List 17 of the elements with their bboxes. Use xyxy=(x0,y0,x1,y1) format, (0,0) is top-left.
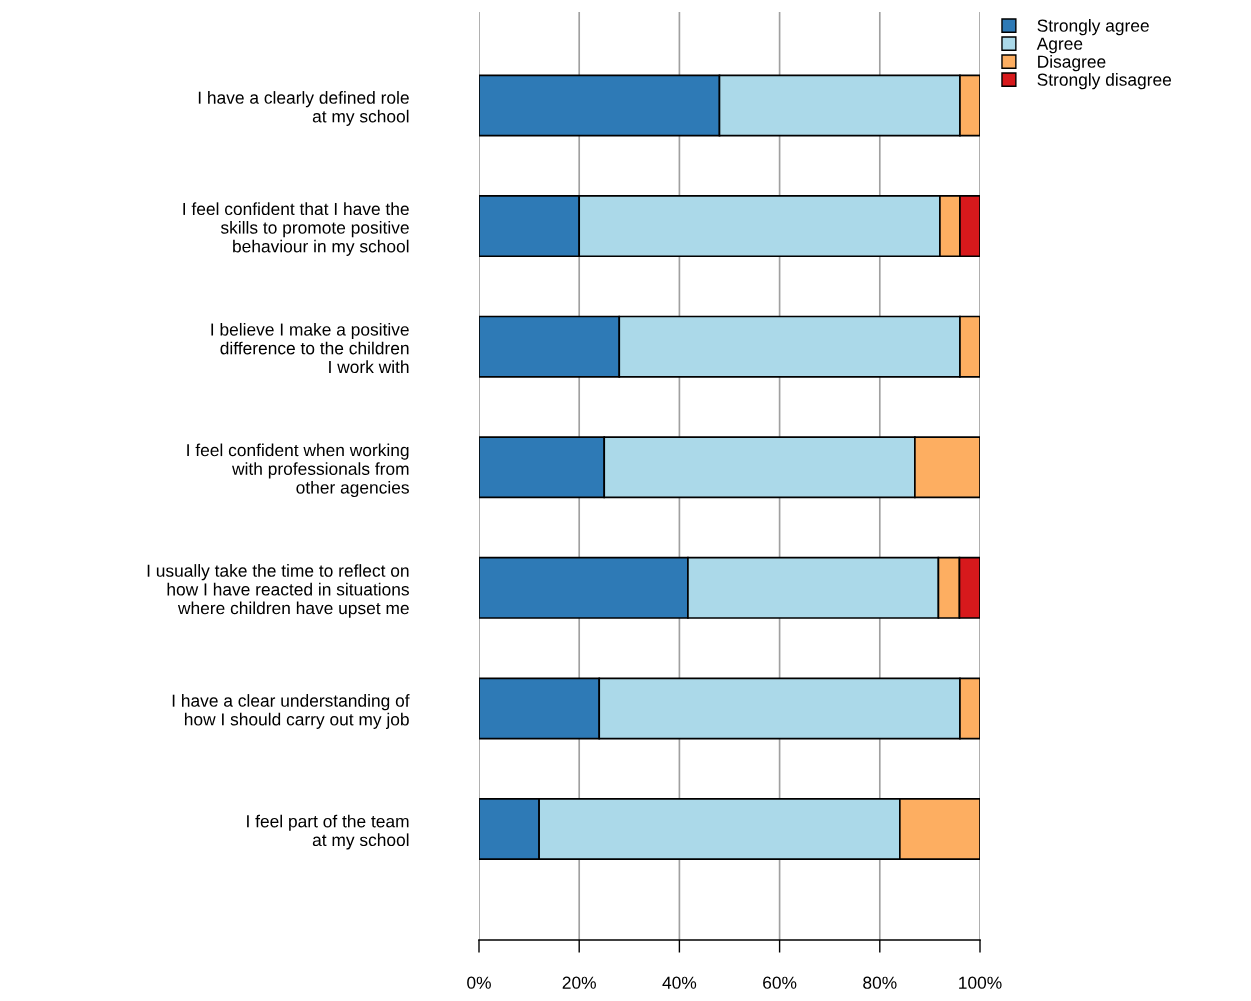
legend-label: Agree xyxy=(1036,37,1083,54)
x-tick-label: 40% xyxy=(662,976,697,989)
x-tick-label: 80% xyxy=(863,976,897,989)
legend-label: Disagree xyxy=(1038,55,1106,72)
x-tick-label: 0% xyxy=(467,976,491,989)
y-tick-label: I believe I make a positive difference to the children I work with xyxy=(211,322,409,374)
y-tick-label: I usually take the time to reflect on how I have reacted in situations where children have upset me xyxy=(147,564,409,618)
y-tick-label: I feel confident that I have the skills to promote positive behaviour in my school xyxy=(183,202,409,256)
x-tick-label: 100% xyxy=(959,976,1002,989)
y-tick-label: I have a clear understanding of how I should carry out my job xyxy=(172,694,410,729)
y-tick-label: I feel confident when working with professionals from other agencies xyxy=(187,443,409,498)
x-tick-label: 60% xyxy=(763,976,797,989)
y-tick-label: I feel part of the team at my school xyxy=(247,814,409,850)
legend-label: Strongly agree xyxy=(1037,19,1149,36)
legend-label: Strongly disagree xyxy=(1037,73,1172,90)
x-tick-label: 20% xyxy=(562,976,596,989)
y-tick-label: I have a clearly defined role at my school xyxy=(198,91,409,126)
